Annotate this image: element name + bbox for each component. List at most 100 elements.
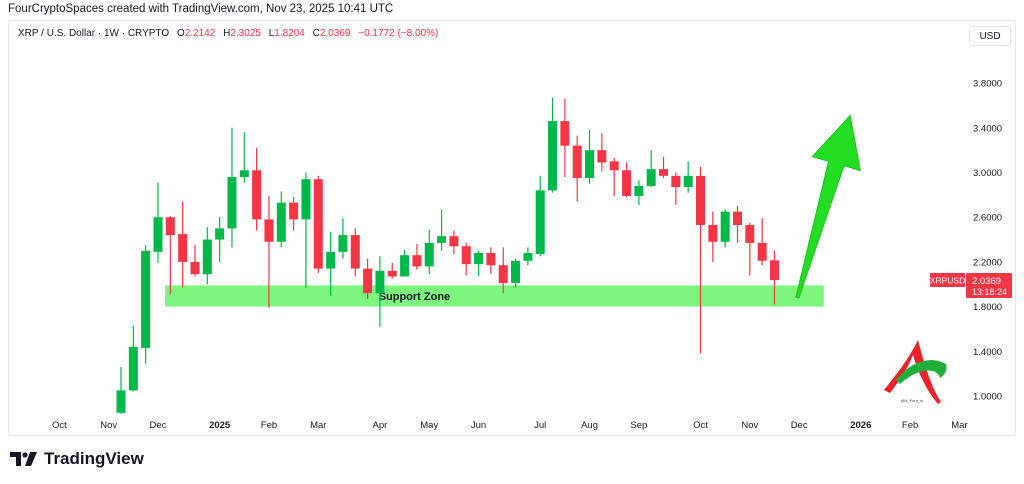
candle	[634, 180, 644, 205]
candle	[326, 231, 336, 296]
candle-body	[572, 145, 582, 179]
tradingview-brand: TradingView	[44, 449, 144, 468]
candle-body	[301, 179, 311, 220]
candle-body	[387, 270, 397, 277]
watermark-text: @X_Four_tv	[901, 398, 924, 403]
candle	[671, 172, 681, 205]
candle-body	[252, 170, 262, 220]
support-zone-rect[interactable]	[165, 285, 824, 307]
candle-body	[498, 265, 508, 284]
candle-body	[733, 211, 742, 226]
tradingview-logo[interactable]: TradingView	[10, 449, 144, 469]
candle	[400, 249, 410, 277]
candle	[585, 130, 595, 184]
candle-body	[708, 225, 718, 242]
up-arrow-annotation[interactable]	[795, 114, 861, 299]
candle-body	[289, 202, 299, 220]
candle-body	[696, 175, 706, 226]
candle-body	[474, 252, 484, 265]
chart-frame	[8, 20, 1016, 436]
time-tick-label: Jul	[534, 420, 546, 431]
low-label: L	[268, 28, 275, 39]
candle	[116, 366, 126, 414]
tradingview-logo-icon	[10, 452, 37, 466]
price-axis[interactable]: 3.8000 3.4000 3.0000 2.6000 2.2000 1.8000 1.40…	[973, 79, 1002, 403]
candle-body	[609, 161, 619, 171]
candle-body	[227, 176, 237, 229]
candle	[548, 97, 558, 193]
candle-body	[634, 185, 644, 196]
candle	[153, 182, 163, 264]
time-axis[interactable]: Oct Nov Dec 2025 Feb Mar Apr May Jun Jul Aug Sep Oct…	[52, 420, 968, 431]
candle-body	[276, 202, 286, 242]
candle	[646, 150, 656, 188]
candle-body	[363, 268, 373, 294]
candle-body	[350, 235, 360, 269]
candle-body	[646, 169, 656, 186]
candle-body	[264, 219, 274, 242]
candle-body	[511, 260, 521, 284]
candle	[165, 216, 175, 295]
candle-body	[178, 233, 188, 262]
bar-countdown: 13:18:24	[972, 287, 1007, 297]
candle-body	[128, 346, 138, 391]
price-tag-value: 2.0369	[972, 276, 1001, 287]
candle-body	[745, 225, 755, 243]
candle	[412, 244, 422, 270]
candle	[264, 195, 274, 308]
candle	[301, 172, 311, 288]
time-tick-label: 2026	[850, 420, 871, 431]
candle	[745, 222, 755, 276]
candle-body	[769, 260, 779, 281]
price-tick-label: 1.4000	[973, 347, 1002, 358]
candle	[227, 127, 237, 248]
candle	[486, 247, 496, 275]
watermark-logo: @X_Four_tv	[884, 340, 947, 404]
candle	[683, 161, 693, 193]
price-tick-label: 3.4000	[973, 123, 1002, 134]
candle-body	[375, 270, 385, 294]
price-tick-label: 3.8000	[973, 79, 1002, 90]
time-tick-label: May	[420, 420, 438, 431]
support-zone-annotation[interactable]: Support Zone	[165, 285, 824, 307]
candle-body	[597, 150, 607, 163]
candle	[757, 218, 767, 266]
candle	[424, 229, 434, 275]
candle-body	[165, 217, 175, 236]
candle	[708, 211, 718, 262]
close-label: C	[312, 28, 320, 39]
open-value: 2.2142	[184, 28, 216, 39]
candle-body	[424, 242, 434, 267]
currency-button[interactable]: USD	[969, 26, 1011, 46]
candles	[116, 97, 779, 414]
candle	[523, 247, 533, 266]
candle	[215, 217, 225, 262]
time-tick-label: Mar	[951, 420, 967, 431]
time-tick-label: 2025	[209, 420, 231, 431]
candle-body	[326, 251, 336, 269]
candle-body	[190, 261, 200, 275]
candle	[289, 197, 299, 231]
price-tick-label: 1.0000	[973, 392, 1002, 403]
candle	[461, 242, 471, 276]
close-value: 2.0369	[319, 28, 351, 39]
symbol-tag-bg	[930, 273, 965, 287]
candle	[375, 256, 385, 327]
candle	[720, 209, 730, 248]
candle-body	[239, 170, 249, 177]
candle	[252, 147, 262, 231]
candle	[659, 156, 669, 179]
time-tick-label: Mar	[310, 420, 326, 431]
time-tick-label: Jun	[471, 420, 486, 431]
time-tick-label: Sep	[630, 420, 647, 431]
candle-body	[215, 228, 225, 240]
arrow-up-icon[interactable]	[795, 114, 861, 299]
candle	[572, 135, 582, 202]
candle-body	[461, 246, 471, 265]
candle	[560, 98, 570, 177]
symbol-name[interactable]: XRP / U.S. Dollar · 1W · CRYPTO	[18, 28, 170, 39]
time-tick-label: Aug	[581, 420, 598, 431]
time-tick-label: Nov	[741, 420, 758, 431]
candle	[511, 258, 521, 288]
